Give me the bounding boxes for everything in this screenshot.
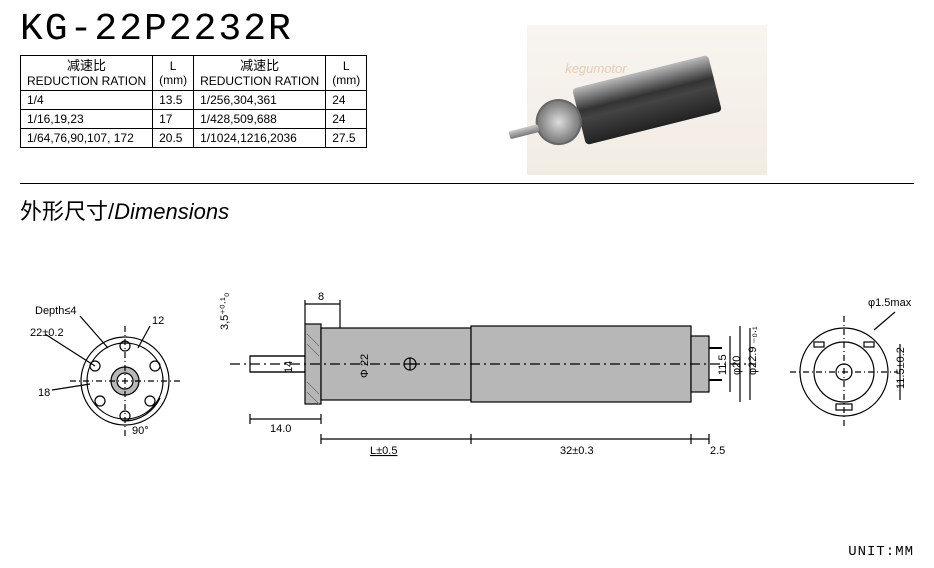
cell: 24 bbox=[326, 109, 367, 128]
table-row: 1/4 13.5 1/256,304,361 24 bbox=[21, 90, 367, 109]
section-heading: 外形尺寸/Dimensions bbox=[0, 184, 934, 226]
watermark-text: kegumotor bbox=[565, 61, 626, 76]
th-reduction-2: 减速比 REDUCTION RATION bbox=[194, 56, 326, 91]
dim-d22: Φ 22 bbox=[359, 354, 371, 378]
drawings-area: Depth≤4 22±0.2 18 12 90° bbox=[0, 246, 934, 476]
dim-L: L±0.5 bbox=[370, 445, 397, 457]
back-view-drawing: φ1.5max 11.5±0.2 bbox=[780, 286, 920, 446]
dim-90: 90° bbox=[132, 425, 149, 437]
th-reduction-1: 减速比 REDUCTION RATION bbox=[21, 56, 153, 91]
th1-cn: 减速比 bbox=[27, 58, 146, 74]
dim-14len: 14.0 bbox=[270, 423, 291, 435]
cell: 1/64,76,90,107, 172 bbox=[21, 128, 153, 147]
cell: 24 bbox=[326, 90, 367, 109]
cell: 20.5 bbox=[153, 128, 194, 147]
dim-115: 11.5 bbox=[717, 354, 729, 375]
dim-8: 8 bbox=[318, 291, 324, 303]
front-view-drawing: Depth≤4 22±0.2 18 12 90° bbox=[30, 286, 200, 456]
product-image: kegumotor bbox=[527, 25, 767, 175]
cell: 1/1024,1216,2036 bbox=[194, 128, 326, 147]
dim-22: 22±0.2 bbox=[30, 327, 64, 339]
dim-18: 18 bbox=[38, 387, 50, 399]
motor-shaft-icon bbox=[509, 124, 540, 139]
th-l2: L (mm) bbox=[326, 56, 367, 91]
side-view-drawing: 4⁺⁰·⁰³₀ 3,5⁺⁰·¹₀ 8 14 Φ 22 14.0 L±0.5 32… bbox=[210, 264, 770, 464]
dim-35tol: 3,5⁺⁰·¹₀ bbox=[219, 293, 231, 330]
reduction-table: 减速比 REDUCTION RATION L (mm) 减速比 REDUCTIO… bbox=[20, 55, 367, 148]
unit-label: UNIT:MM bbox=[848, 544, 914, 560]
top-row: 减速比 REDUCTION RATION L (mm) 减速比 REDUCTIO… bbox=[0, 55, 934, 175]
cell: 13.5 bbox=[153, 90, 194, 109]
page-title: KG-22P2232R bbox=[0, 0, 934, 55]
cell: 1/4 bbox=[21, 90, 153, 109]
cell: 1/256,304,361 bbox=[194, 90, 326, 109]
cell: 27.5 bbox=[326, 128, 367, 147]
dim-4tol: 4⁺⁰·⁰³₀ bbox=[210, 297, 211, 330]
cell: 1/16,19,23 bbox=[21, 109, 153, 128]
dim-d229: φ22.9 ₋₀.₁ bbox=[747, 326, 759, 375]
dim-d20: φ20 bbox=[731, 356, 743, 375]
th3-cn: 减速比 bbox=[200, 58, 319, 74]
dim-14v: 14 bbox=[283, 361, 295, 373]
dim-1154: 11.5±0.2 bbox=[895, 347, 907, 389]
dim-depth: Depth≤4 bbox=[35, 305, 77, 317]
dim-12: 12 bbox=[152, 315, 164, 327]
th1-en: REDUCTION RATION bbox=[27, 74, 146, 88]
motor-gearhead-icon bbox=[531, 94, 587, 150]
dim-25: 2.5 bbox=[710, 445, 725, 457]
dim-phi15: φ1.5max bbox=[868, 297, 912, 309]
th-l1: L (mm) bbox=[153, 56, 194, 91]
cell: 17 bbox=[153, 109, 194, 128]
table-row: 1/16,19,23 17 1/428,509,688 24 bbox=[21, 109, 367, 128]
table-row: 1/64,76,90,107, 172 20.5 1/1024,1216,203… bbox=[21, 128, 367, 147]
cell: 1/428,509,688 bbox=[194, 109, 326, 128]
th3-en: REDUCTION RATION bbox=[200, 74, 319, 88]
heading-en: Dimensions bbox=[114, 199, 229, 224]
dim-32: 32±0.3 bbox=[560, 445, 594, 457]
heading-cn: 外形尺寸 bbox=[20, 199, 108, 224]
